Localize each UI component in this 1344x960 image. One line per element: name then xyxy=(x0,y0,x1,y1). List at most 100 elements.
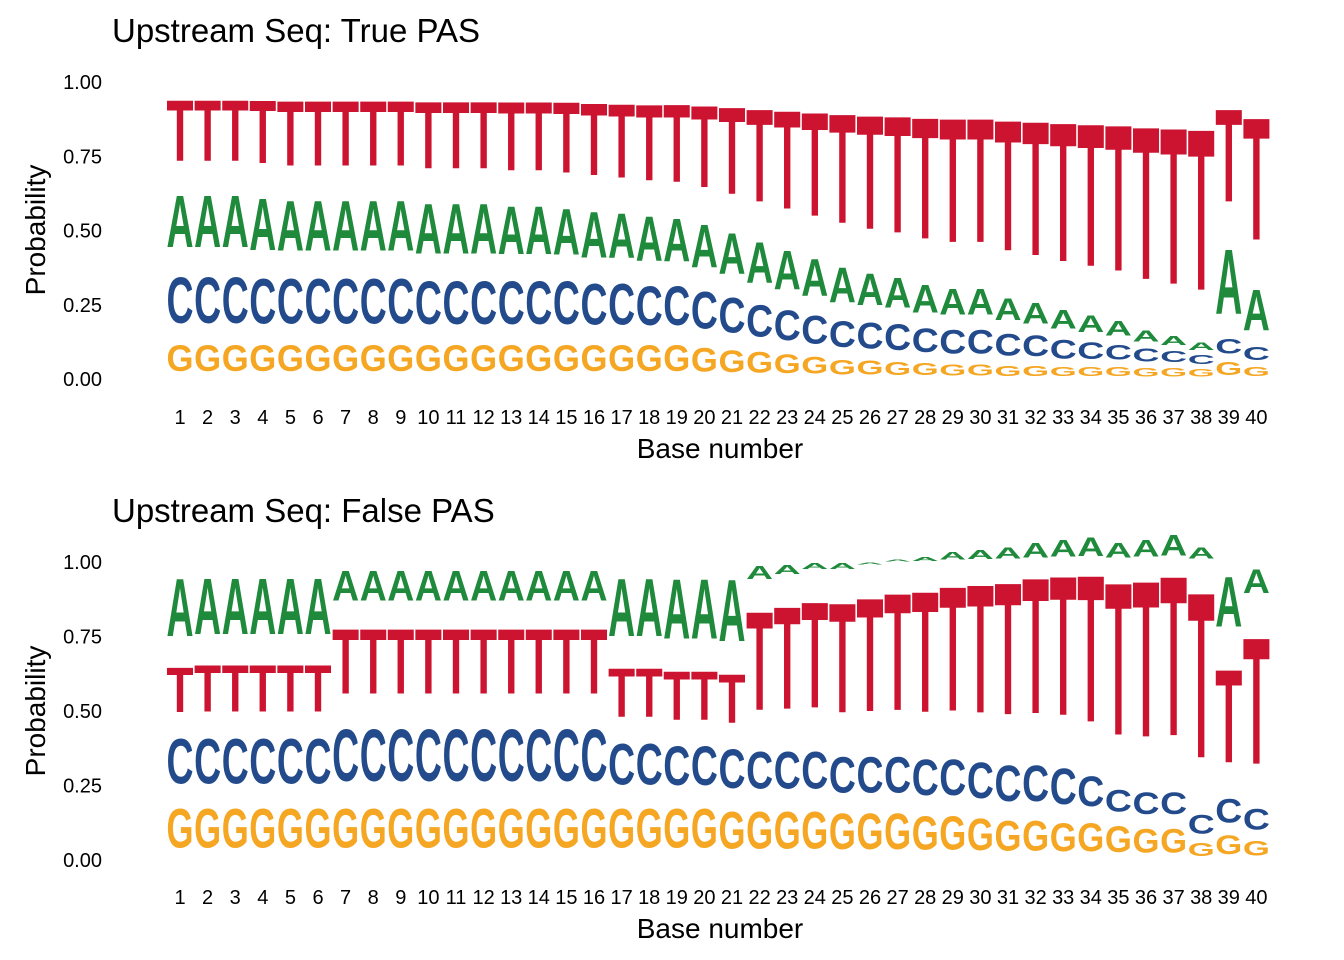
logo-letter-a: A xyxy=(360,563,387,610)
x-tick-label: 15 xyxy=(555,887,577,909)
logo-letter-a: A xyxy=(415,189,442,269)
x-tick-label: 37 xyxy=(1162,407,1184,429)
x-tick-label: 2 xyxy=(202,407,213,429)
logo-letter-c: C xyxy=(1188,352,1215,367)
x-tick-label: 31 xyxy=(997,407,1019,429)
logo-letter-a: A xyxy=(884,270,911,317)
x-tick-labels: 1 2 3 4 5 6 7 8 9 10 11 12 13 14 15 16 17 18 19 20 21 22 23 24 2… xyxy=(174,407,1267,429)
logo-letter-g: G xyxy=(498,797,525,859)
x-tick-label: 13 xyxy=(500,887,522,909)
logo-letter-a: A xyxy=(691,561,718,657)
logo-letter-t: T xyxy=(829,83,856,257)
logo-letter-a: A xyxy=(636,205,663,276)
logo-letter-c: C xyxy=(939,322,966,361)
logo-letter-a: A xyxy=(636,562,663,655)
logo-letter-c: C xyxy=(608,273,635,337)
x-tick-label: 2 xyxy=(202,887,213,909)
logo-letter-g: G xyxy=(194,337,221,379)
logo-letter-c: C xyxy=(1160,348,1187,366)
logo-letter-t: T xyxy=(194,81,221,179)
logo-letter-a: A xyxy=(608,202,635,273)
logo-letter-g: G xyxy=(222,337,249,379)
x-axis-label: Base number xyxy=(637,433,804,464)
logo-letter-c: C xyxy=(857,315,884,357)
logo-letter-c: C xyxy=(1105,341,1132,365)
x-tick-label: 26 xyxy=(859,407,881,429)
logo-letter-g: G xyxy=(332,337,359,379)
logo-letter-a: A xyxy=(277,563,304,651)
logo-letter-t: T xyxy=(387,610,414,713)
logo-letter-g: G xyxy=(884,805,911,861)
logo-letter-t: T xyxy=(1077,82,1104,310)
logo-letter-g: G xyxy=(939,806,966,860)
logo-letter-a: A xyxy=(857,562,884,565)
logo-letter-a: A xyxy=(581,198,608,272)
logo-letter-c: C xyxy=(249,267,276,338)
logo-letter-a: A xyxy=(498,192,525,269)
x-tick-label: 27 xyxy=(886,887,908,909)
logo-letter-a: A xyxy=(332,563,359,610)
logo-letter-a: A xyxy=(443,189,470,269)
logo-letter-t: T xyxy=(443,610,470,713)
logo-letter-g: G xyxy=(719,800,746,860)
logo-letter-a: A xyxy=(691,212,718,281)
logo-letter-t: T xyxy=(967,547,994,752)
logo-letter-t: T xyxy=(636,82,663,204)
logo-letter-a: A xyxy=(967,281,994,323)
logo-panel-true-pas: Upstream Seq: True PAS Probability Base … xyxy=(20,12,1270,464)
logo-letter-g: G xyxy=(1077,364,1104,379)
x-tick-label: 4 xyxy=(257,407,268,429)
logo-letter-c: C xyxy=(525,269,552,338)
logo-letter-a: A xyxy=(525,563,552,610)
logo-letter-t: T xyxy=(525,610,552,713)
x-tick-label: 33 xyxy=(1052,887,1074,909)
logo-letter-c: C xyxy=(525,715,552,797)
logo-letter-g: G xyxy=(581,337,608,379)
logo-letter-g: G xyxy=(636,337,663,379)
logo-letter-a: A xyxy=(801,248,828,308)
logo-letter-a: A xyxy=(774,240,801,302)
logo-letter-c: C xyxy=(608,733,635,797)
x-tick-label: 27 xyxy=(886,407,908,429)
logo-letter-a: A xyxy=(194,181,221,263)
logo-letter-c: C xyxy=(884,748,911,804)
x-tick-label: 29 xyxy=(942,887,964,909)
logo-letter-c: C xyxy=(222,264,249,338)
logo-letter-c: C xyxy=(360,715,387,797)
logo-letter-t: T xyxy=(498,610,525,713)
logo-letter-g: G xyxy=(1077,815,1104,860)
x-tick-label: 36 xyxy=(1135,887,1157,909)
logo-letter-g: G xyxy=(774,349,801,379)
logo-letter-a: A xyxy=(1077,532,1104,562)
logo-letter-c: C xyxy=(1050,760,1077,816)
logo-letter-c: C xyxy=(277,727,304,798)
logo-letter-g: G xyxy=(387,337,414,379)
logo-letter-c: C xyxy=(719,739,746,801)
x-tick-label: 32 xyxy=(1024,407,1046,429)
logo-letter-a: A xyxy=(387,186,414,266)
logo-letter-g: G xyxy=(581,797,608,859)
x-tick-label: 14 xyxy=(528,887,550,909)
x-tick-label: 40 xyxy=(1245,887,1267,909)
logo-letter-a: A xyxy=(553,195,580,269)
logo-letter-c: C xyxy=(305,267,332,338)
x-tick-label: 31 xyxy=(997,887,1019,909)
logo-letter-a: A xyxy=(1105,317,1132,341)
logo-letter-a: A xyxy=(167,562,194,655)
logo-letter-t: T xyxy=(415,82,442,189)
logo-letter-a: A xyxy=(801,562,828,571)
x-tick-label: 16 xyxy=(583,407,605,429)
logo-letter-a: A xyxy=(1243,279,1270,343)
logo-letter-g: G xyxy=(525,797,552,859)
logo-letter-a: A xyxy=(995,293,1022,328)
logo-letter-g: G xyxy=(305,337,332,379)
logo-letter-c: C xyxy=(581,273,608,337)
logo-letter-g: G xyxy=(470,797,497,859)
x-tick-label: 33 xyxy=(1052,407,1074,429)
logo-letter-c: C xyxy=(1243,804,1270,836)
x-tick-label: 5 xyxy=(285,887,296,909)
logo-letter-a: A xyxy=(1022,298,1049,330)
x-tick-label: 14 xyxy=(528,407,550,429)
logo-letter-g: G xyxy=(608,337,635,379)
